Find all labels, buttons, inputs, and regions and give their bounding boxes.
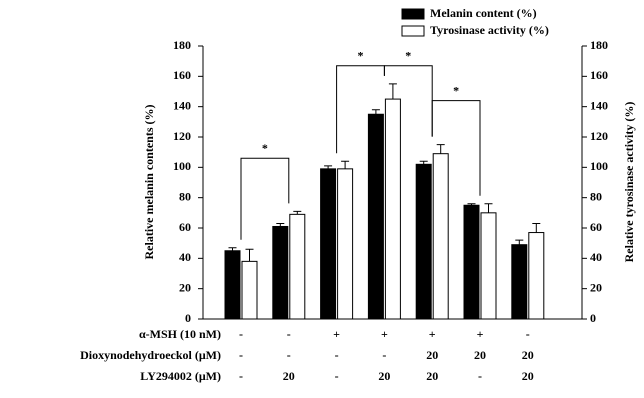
bar [480, 212, 497, 320]
bar [241, 260, 258, 320]
treatment-cell: - [287, 327, 291, 341]
y2-tick-label: 160 [590, 68, 608, 82]
y-tick-label: 60 [179, 220, 191, 234]
y-tick-label: 40 [179, 250, 191, 264]
error-bar [228, 247, 237, 251]
bar [432, 153, 449, 320]
treatment-cell: 20 [426, 348, 438, 362]
error-bar [293, 210, 302, 215]
treatment-label: Dioxynodehydroeckol (μM) [80, 348, 221, 362]
treatment-cell: - [287, 348, 291, 362]
y2-tick-label: 40 [590, 250, 602, 264]
y2-tick-label: 0 [590, 311, 596, 325]
bar [367, 113, 384, 320]
treatment-cell: 20 [426, 369, 438, 383]
treatment-cell: - [526, 327, 530, 341]
treatment-cell: 20 [378, 369, 390, 383]
treatment-cell: - [478, 369, 482, 383]
error-bar [532, 222, 541, 233]
legend-swatch [401, 25, 425, 37]
significance-label: * [358, 48, 364, 62]
error-bar [371, 109, 380, 115]
error-bar [341, 160, 350, 169]
bar [224, 250, 241, 320]
error-bar [419, 160, 428, 165]
y-axis-label: Relative melanin contents (%) [142, 105, 156, 260]
error-bar [276, 222, 285, 227]
bar [415, 163, 432, 320]
treatment-cell: - [382, 348, 386, 362]
treatment-cell: 20 [522, 348, 534, 362]
treatment-cell: + [429, 327, 436, 341]
treatment-label: LY294002 (μM) [140, 369, 221, 383]
y-tick-label: 180 [173, 38, 191, 52]
y2-tick-label: 60 [590, 220, 602, 234]
bar [463, 204, 480, 320]
treatment-cell: 20 [474, 348, 486, 362]
treatment-cell: - [335, 348, 339, 362]
error-bar [324, 165, 333, 169]
error-bar [245, 248, 254, 262]
y-tick-label: 80 [179, 189, 191, 203]
significance-bracket [431, 100, 481, 196]
y-tick-label: 140 [173, 98, 191, 112]
y2-axis-label: Relative tyrosinase activity (%) [622, 102, 636, 263]
treatment-cell: - [239, 348, 243, 362]
y-tick-label: 0 [185, 311, 191, 325]
y2-tick-label: 20 [590, 280, 602, 294]
treatment-cell: - [239, 369, 243, 383]
error-bar [484, 203, 493, 213]
y-tick-label: 100 [173, 159, 191, 173]
y2-tick-label: 120 [590, 129, 608, 143]
bar [289, 213, 306, 320]
significance-bracket [240, 157, 290, 240]
legend-label: Tyrosinase activity (%) [430, 23, 549, 37]
treatment-cell: - [335, 369, 339, 383]
bar [320, 168, 337, 320]
y-tick-label: 120 [173, 129, 191, 143]
legend-label: Melanin content (%) [430, 6, 537, 20]
treatment-cell: + [333, 327, 340, 341]
bar [272, 225, 289, 320]
bar [528, 232, 545, 320]
significance-label: * [453, 83, 459, 97]
legend-swatch [401, 8, 425, 20]
error-bar [388, 83, 397, 100]
y-tick-label: 160 [173, 68, 191, 82]
y2-tick-label: 100 [590, 159, 608, 173]
error-bar [467, 203, 476, 206]
significance-label: * [262, 141, 268, 155]
bar [337, 168, 354, 320]
treatment-cell: + [477, 327, 484, 341]
y2-tick-label: 140 [590, 98, 608, 112]
bar [384, 98, 401, 320]
y2-tick-label: 80 [590, 189, 602, 203]
treatment-cell: + [381, 327, 388, 341]
y2-tick-label: 180 [590, 38, 608, 52]
treatment-cell: 20 [522, 369, 534, 383]
treatment-cell: 20 [283, 369, 295, 383]
significance-label: * [405, 48, 411, 62]
bar [511, 244, 528, 320]
treatment-label: α-MSH (10 nM) [139, 327, 221, 341]
y-tick-label: 20 [179, 280, 191, 294]
error-bar [436, 144, 445, 154]
error-bar [515, 239, 524, 245]
treatment-cell: - [239, 327, 243, 341]
